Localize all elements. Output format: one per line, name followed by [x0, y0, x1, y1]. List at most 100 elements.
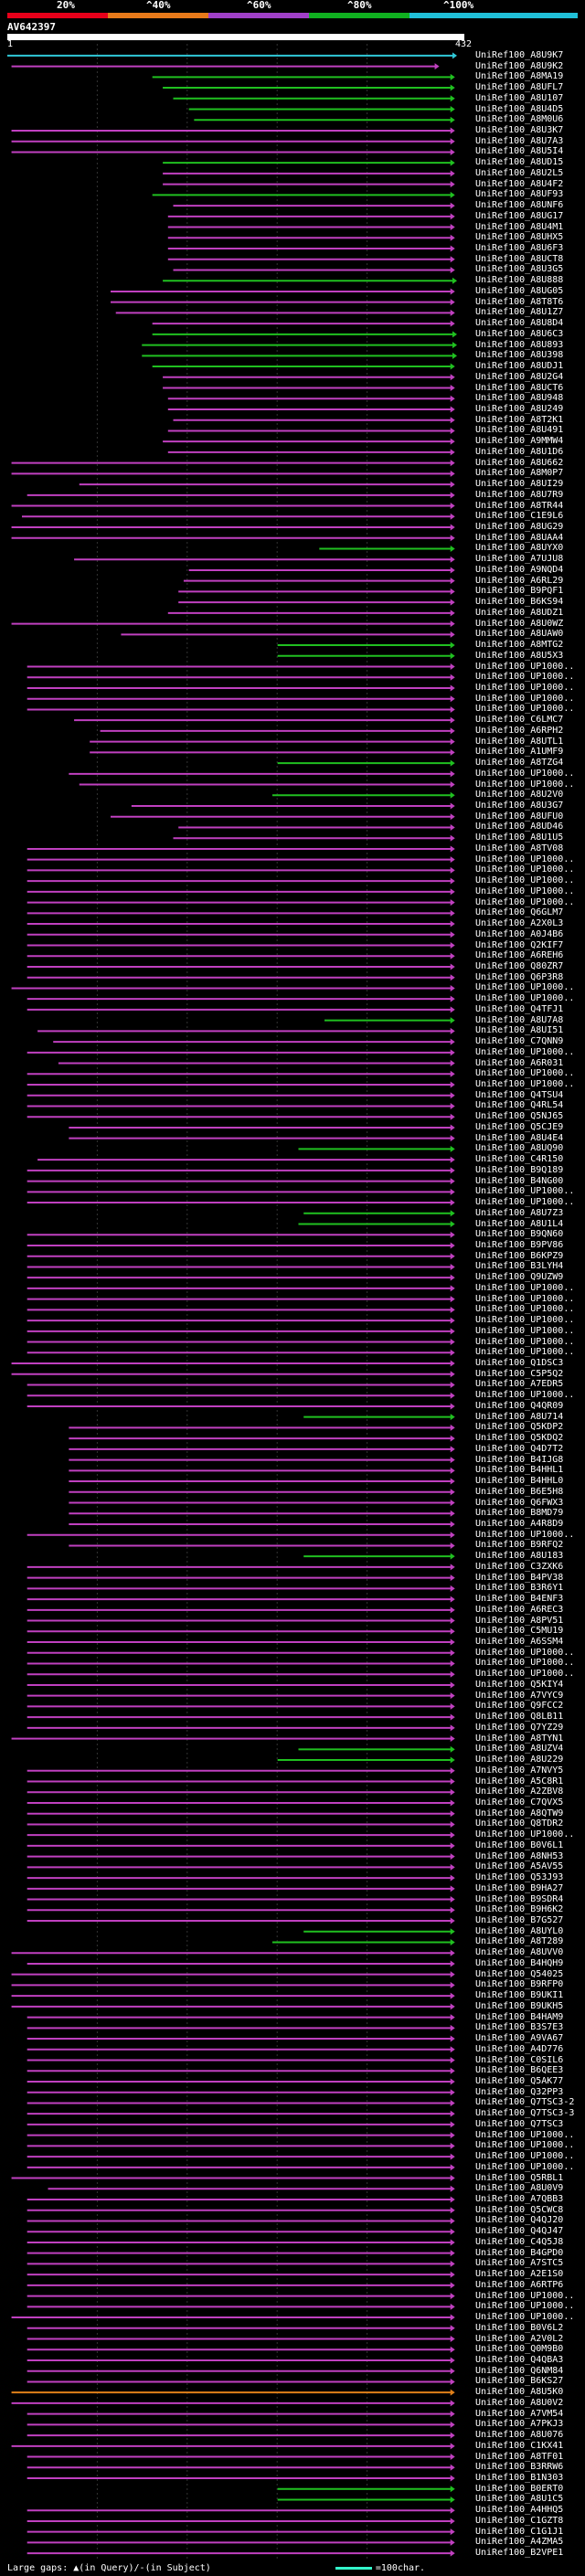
- hit-label[interactable]: UniRef100_UP1000..: [475, 1293, 575, 1304]
- hit-label[interactable]: UniRef100_A6REC3: [475, 1604, 564, 1615]
- hit-label[interactable]: UniRef100_A8UFL7: [475, 82, 564, 93]
- hit-label[interactable]: UniRef100_A8U4F2: [475, 178, 564, 189]
- hit-label[interactable]: UniRef100_A8UD15: [475, 157, 564, 168]
- hit-label[interactable]: UniRef100_UP1000..: [475, 993, 575, 1004]
- hit-label[interactable]: UniRef100_UP1000..: [475, 885, 575, 896]
- hit-label[interactable]: UniRef100_A7PKJ3: [475, 2419, 564, 2430]
- hit-label[interactable]: UniRef100_UP1000..: [475, 768, 575, 779]
- hit-label[interactable]: UniRef100_B3S7E3: [475, 2022, 564, 2033]
- hit-label[interactable]: UniRef100_B9PV86: [475, 1239, 564, 1250]
- hit-label[interactable]: UniRef100_UP1000..: [475, 1079, 575, 1090]
- hit-label[interactable]: UniRef100_A8TYN1: [475, 1733, 564, 1744]
- hit-label[interactable]: UniRef100_A8UTL1: [475, 736, 564, 747]
- hit-label[interactable]: UniRef100_Q5CJE9: [475, 1121, 564, 1132]
- hit-label[interactable]: UniRef100_UP1000..: [475, 2161, 575, 2172]
- hit-label[interactable]: UniRef100_A8U4E4: [475, 1132, 564, 1143]
- hit-label[interactable]: UniRef100_B9QN60: [475, 1229, 564, 1240]
- hit-label[interactable]: UniRef100_B8MD79: [475, 1508, 564, 1519]
- hit-label[interactable]: UniRef100_Q4RL54: [475, 1100, 564, 1111]
- hit-label[interactable]: UniRef100_B3RRW6: [475, 2462, 564, 2473]
- hit-label[interactable]: UniRef100_Q6GLM7: [475, 907, 564, 918]
- hit-label[interactable]: UniRef100_Q9UZW9: [475, 1272, 564, 1283]
- hit-label[interactable]: UniRef100_B6KS94: [475, 597, 564, 608]
- hit-label[interactable]: UniRef100_UP1000..: [475, 1347, 575, 1358]
- hit-label[interactable]: UniRef100_Q4QBA3: [475, 2354, 564, 2365]
- hit-label[interactable]: UniRef100_C7QNN9: [475, 1036, 564, 1047]
- hit-label[interactable]: UniRef100_UP1000..: [475, 1529, 575, 1540]
- hit-label[interactable]: UniRef100_A8UAA4: [475, 532, 564, 543]
- hit-label[interactable]: UniRef100_A8U9K7: [475, 49, 564, 60]
- hit-label[interactable]: UniRef100_C6LMC7: [475, 715, 564, 726]
- hit-label[interactable]: UniRef100_A8UI29: [475, 479, 564, 490]
- hit-label[interactable]: UniRef100_UP1000..: [475, 1325, 575, 1336]
- hit-label[interactable]: UniRef100_A8MTG2: [475, 640, 564, 651]
- hit-label[interactable]: UniRef100_UP1000..: [475, 1658, 575, 1669]
- hit-label[interactable]: UniRef100_A8U1C5: [475, 2494, 564, 2505]
- hit-label[interactable]: UniRef100_B6KPZ9: [475, 1250, 564, 1261]
- hit-label[interactable]: UniRef100_Q53J93: [475, 1872, 564, 1883]
- hit-label[interactable]: UniRef100_A8U9K2: [475, 60, 564, 71]
- hit-label[interactable]: UniRef100_Q7TSC3-2: [475, 2097, 575, 2108]
- hit-label[interactable]: UniRef100_A6RTP6: [475, 2279, 564, 2290]
- hit-label[interactable]: UniRef100_A8U3G5: [475, 264, 564, 275]
- hit-label[interactable]: UniRef100_A8U7A8: [475, 1014, 564, 1025]
- hit-label[interactable]: UniRef100_A8UD46: [475, 822, 564, 832]
- hit-label[interactable]: UniRef100_B9PQF1: [475, 586, 564, 597]
- hit-label[interactable]: UniRef100_A7UJU8: [475, 554, 564, 565]
- hit-label[interactable]: UniRef100_Q4QR09: [475, 1400, 564, 1411]
- hit-label[interactable]: UniRef100_Q8LB11: [475, 1712, 564, 1723]
- hit-label[interactable]: UniRef100_UP1000..: [475, 779, 575, 790]
- hit-label[interactable]: UniRef100_UP1000..: [475, 672, 575, 683]
- hit-label[interactable]: UniRef100_Q9FCC2: [475, 1701, 564, 1712]
- hit-label[interactable]: UniRef100_Q7TSC3: [475, 2118, 564, 2129]
- hit-label[interactable]: UniRef100_A8U5K0: [475, 2387, 564, 2398]
- hit-label[interactable]: UniRef100_A8U398: [475, 350, 564, 361]
- hit-label[interactable]: UniRef100_A2E1S0: [475, 2269, 564, 2280]
- hit-label[interactable]: UniRef100_B6QEE3: [475, 2065, 564, 2076]
- hit-label[interactable]: UniRef100_UP1000..: [475, 1390, 575, 1401]
- hit-label[interactable]: UniRef100_C1E9L6: [475, 511, 564, 522]
- hit-label[interactable]: UniRef100_A1UMF9: [475, 747, 564, 758]
- hit-label[interactable]: UniRef100_UP1000..: [475, 704, 575, 715]
- hit-label[interactable]: UniRef100_A8U249: [475, 403, 564, 414]
- hit-label[interactable]: UniRef100_Q5KDP2: [475, 1422, 564, 1433]
- hit-label[interactable]: UniRef100_A2ZBV8: [475, 1786, 564, 1797]
- hit-label[interactable]: UniRef100_A8U5X3: [475, 650, 564, 661]
- hit-label[interactable]: UniRef100_A8UCT8: [475, 253, 564, 264]
- hit-label[interactable]: UniRef100_B4GPD0: [475, 2247, 564, 2258]
- hit-label[interactable]: UniRef100_A8U3G7: [475, 800, 564, 811]
- hit-label[interactable]: UniRef100_B4HHL0: [475, 1476, 564, 1487]
- hit-label[interactable]: UniRef100_B9SDR4: [475, 1893, 564, 1904]
- hit-label[interactable]: UniRef100_A8U5I4: [475, 146, 564, 157]
- hit-label[interactable]: UniRef100_UP1000..: [475, 1669, 575, 1680]
- hit-label[interactable]: UniRef100_B4PV38: [475, 1572, 564, 1583]
- hit-label[interactable]: UniRef100_UP1000..: [475, 1282, 575, 1293]
- hit-label[interactable]: UniRef100_A8U3K7: [475, 124, 564, 135]
- hit-label[interactable]: UniRef100_A8UG05: [475, 285, 564, 296]
- hit-label[interactable]: UniRef100_A8TZG4: [475, 758, 564, 769]
- hit-label[interactable]: UniRef100_Q54025: [475, 1968, 564, 1979]
- hit-label[interactable]: UniRef100_A7QBB3: [475, 2194, 564, 2205]
- hit-label[interactable]: UniRef100_UP1000..: [475, 1304, 575, 1315]
- hit-label[interactable]: UniRef100_A8UI51: [475, 1025, 564, 1036]
- hit-label[interactable]: UniRef100_A7VM54: [475, 2408, 564, 2419]
- hit-label[interactable]: UniRef100_A8UZV4: [475, 1744, 564, 1754]
- hit-label[interactable]: UniRef100_A8U2G4: [475, 371, 564, 382]
- hit-label[interactable]: UniRef100_UP1000..: [475, 2151, 575, 2162]
- hit-label[interactable]: UniRef100_Q2KIF7: [475, 939, 564, 950]
- hit-label[interactable]: UniRef100_A8U1D6: [475, 446, 564, 457]
- hit-label[interactable]: UniRef100_C1GZT8: [475, 2515, 564, 2526]
- hit-label[interactable]: UniRef100_A8U2V0: [475, 790, 564, 800]
- hit-label[interactable]: UniRef100_A8UCT6: [475, 382, 564, 393]
- hit-label[interactable]: UniRef100_B4HQH9: [475, 1957, 564, 1968]
- hit-label[interactable]: UniRef100_A8UDJ1: [475, 361, 564, 372]
- hit-label[interactable]: UniRef100_B3R6Y1: [475, 1583, 564, 1594]
- hit-label[interactable]: UniRef100_A8U888: [475, 275, 564, 286]
- hit-label[interactable]: UniRef100_B4NG00: [475, 1175, 564, 1186]
- hit-label[interactable]: UniRef100_B9UKI1: [475, 1990, 564, 2001]
- hit-label[interactable]: UniRef100_Q7TSC3-3: [475, 2108, 575, 2119]
- hit-label[interactable]: UniRef100_A0J4B6: [475, 928, 564, 939]
- hit-label[interactable]: UniRef100_B9HA27: [475, 1882, 564, 1893]
- hit-label[interactable]: UniRef100_A8U662: [475, 457, 564, 468]
- hit-label[interactable]: UniRef100_A8UYX0: [475, 543, 564, 554]
